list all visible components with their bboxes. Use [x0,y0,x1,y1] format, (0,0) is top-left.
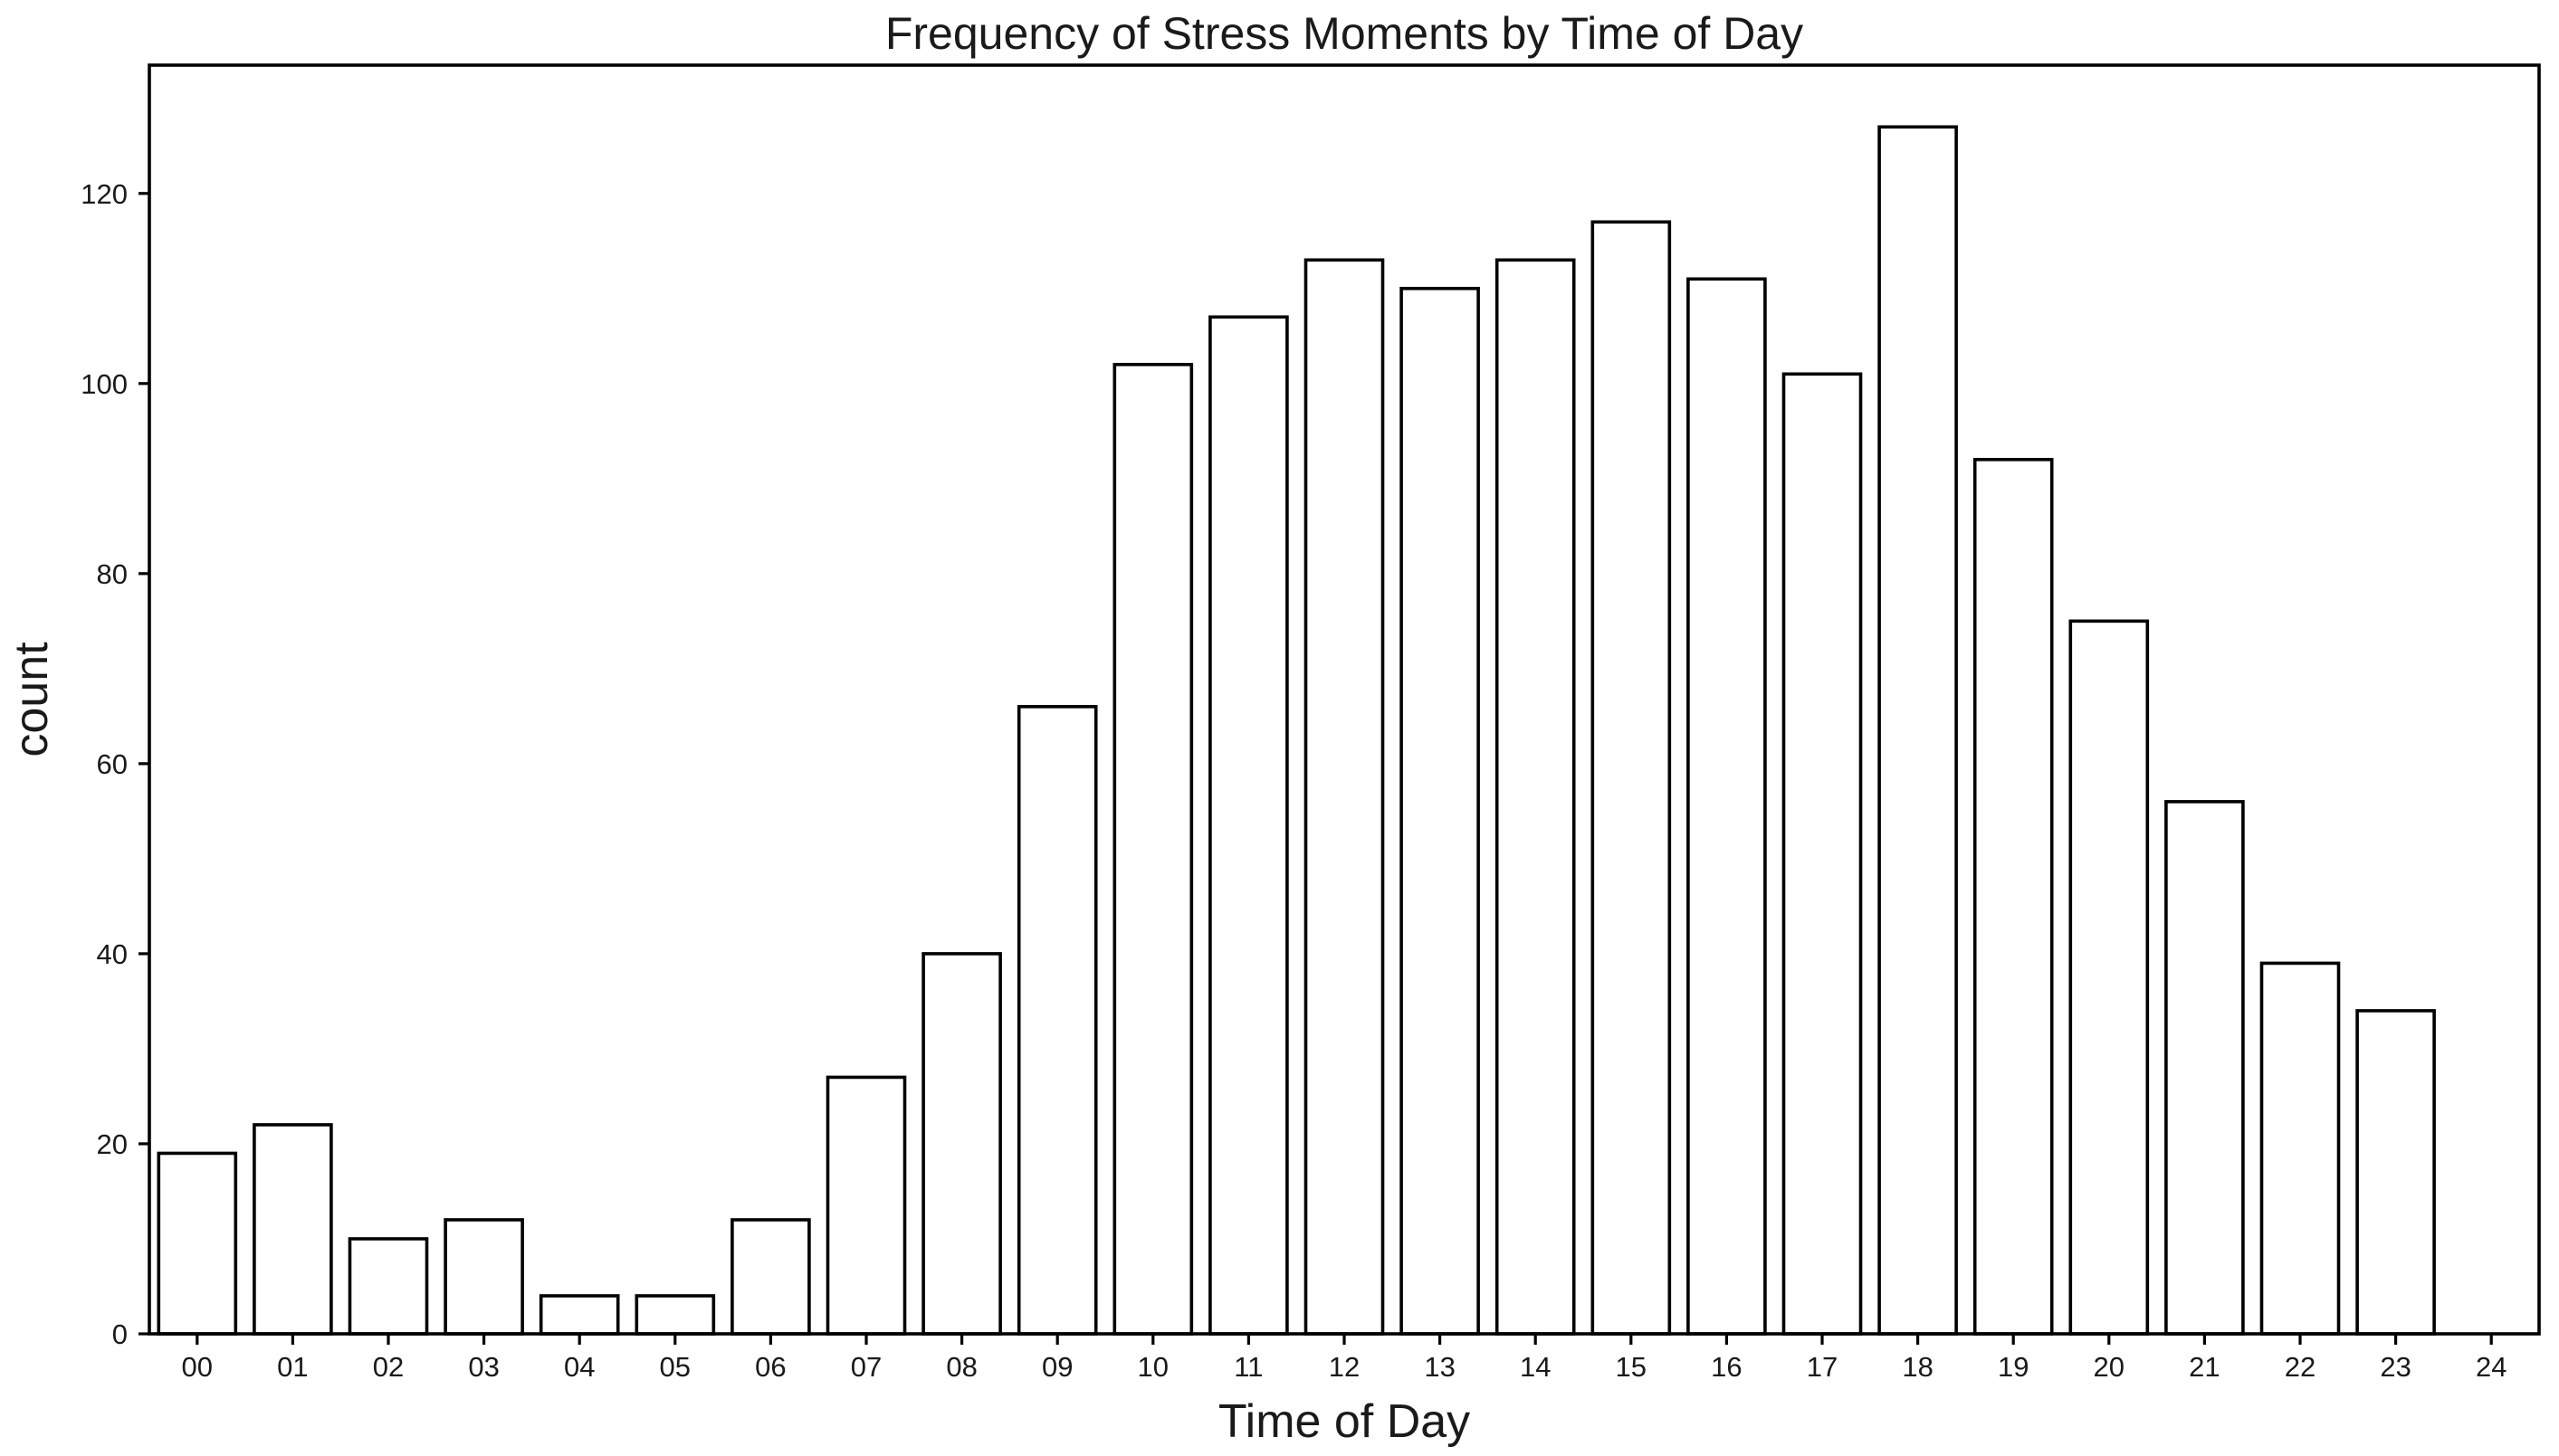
bar-15 [1590,220,1672,1336]
x-axis-label: Time of Day [1218,1395,1470,1448]
x-tick-label: 13 [1424,1351,1455,1383]
bar-05 [635,1294,716,1336]
x-tick-label: 07 [851,1351,882,1383]
bar-08 [921,952,1002,1336]
x-tick-label: 03 [468,1351,499,1383]
bar-18 [1877,125,1958,1336]
y-tick-label: 100 [81,368,128,400]
x-tick-label: 02 [373,1351,404,1383]
bars-layer [157,125,2436,1336]
x-tick-label: 14 [1520,1351,1551,1383]
x-tick-label: 20 [2094,1351,2125,1383]
x-tick-label: 22 [2285,1351,2316,1383]
bar-02 [348,1237,429,1336]
y-axis-ticks: 0 20 40 60 80 100 120 [81,178,149,1350]
chart-title: Frequency of Stress Moments by Time of D… [885,8,1803,59]
bar-04 [539,1294,620,1336]
bar-01 [253,1123,333,1336]
x-tick-label: 11 [1234,1351,1263,1383]
bar-14 [1494,258,1576,1336]
x-tick-label: 19 [1998,1351,2029,1383]
bar-09 [1017,705,1098,1336]
bar-19 [1972,458,2054,1336]
x-tick-label: 18 [1902,1351,1933,1383]
x-axis-ticks: 00 01 02 03 04 05 06 07 08 09 10 11 12 13 14 15 16 17 18 19… [182,1334,2506,1383]
x-tick-label: 09 [1042,1351,1073,1383]
x-tick-label: 24 [2476,1351,2506,1383]
y-tick-label: 120 [81,178,128,210]
bar-07 [826,1075,907,1336]
x-tick-label: 05 [660,1351,691,1383]
x-tick-label: 01 [277,1351,308,1383]
bar-00 [157,1151,238,1336]
bar-16 [1686,277,1767,1336]
bar-21 [2164,800,2245,1336]
bar-20 [2068,619,2150,1336]
x-tick-label: 08 [946,1351,977,1383]
bar-12 [1303,258,1385,1336]
bar-03 [444,1218,524,1336]
x-tick-label: 06 [755,1351,786,1383]
y-tick-label: 0 [112,1318,128,1350]
y-tick-label: 20 [97,1128,128,1160]
bar-23 [2355,1009,2436,1336]
y-axis-label: count [5,642,58,757]
x-tick-label: 21 [2189,1351,2220,1383]
x-tick-label: 10 [1138,1351,1169,1383]
bar-22 [2259,961,2341,1336]
x-tick-label: 12 [1329,1351,1360,1383]
y-tick-label: 60 [97,748,128,780]
y-tick-label: 40 [97,938,128,970]
bar-13 [1399,286,1480,1336]
bar-10 [1112,363,1194,1336]
x-tick-label: 16 [1711,1351,1742,1383]
x-tick-label: 23 [2380,1351,2411,1383]
x-tick-label: 04 [564,1351,595,1383]
x-tick-label: 17 [1807,1351,1838,1383]
bar-06 [730,1218,811,1336]
bar-17 [1781,372,1863,1336]
y-tick-label: 80 [97,558,128,590]
x-tick-label: 00 [182,1351,213,1383]
x-tick-label: 15 [1616,1351,1647,1383]
bar-11 [1208,315,1289,1336]
